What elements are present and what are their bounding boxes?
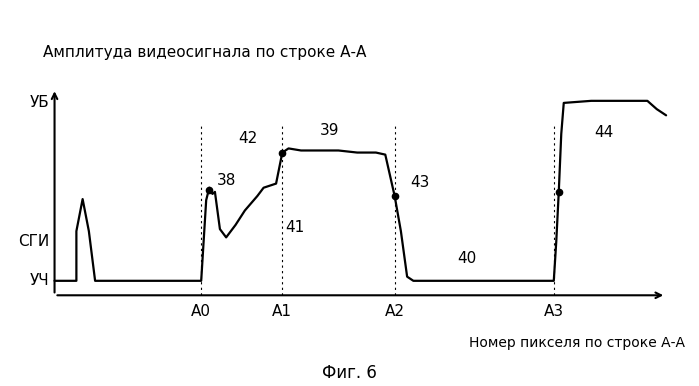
Text: 44: 44 — [594, 125, 614, 140]
Text: A1: A1 — [273, 303, 292, 318]
Text: Номер пикселя по строке А-А: Номер пикселя по строке А-А — [469, 336, 685, 350]
Text: A0: A0 — [192, 303, 211, 318]
Text: A2: A2 — [384, 303, 405, 318]
Text: A3: A3 — [544, 303, 564, 318]
Text: УБ: УБ — [30, 95, 50, 110]
Text: 43: 43 — [410, 175, 430, 190]
Text: 38: 38 — [217, 173, 236, 188]
Text: СГИ: СГИ — [18, 234, 50, 249]
Text: 39: 39 — [319, 123, 339, 138]
Text: 40: 40 — [457, 251, 476, 266]
Text: УЧ: УЧ — [30, 273, 50, 288]
Text: 41: 41 — [285, 220, 305, 235]
Text: 42: 42 — [238, 131, 258, 146]
Text: Фиг. 6: Фиг. 6 — [322, 364, 377, 382]
Text: Амплитуда видеосигнала по строке А-А: Амплитуда видеосигнала по строке А-А — [43, 45, 366, 60]
